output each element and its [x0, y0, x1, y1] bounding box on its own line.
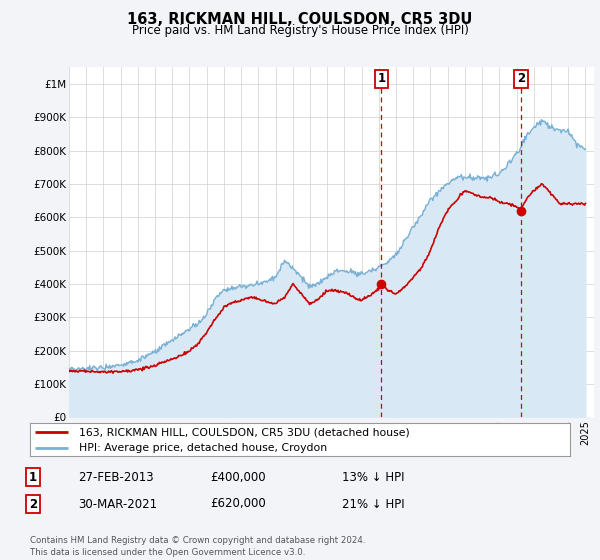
Text: 2: 2 — [29, 497, 37, 511]
Text: Price paid vs. HM Land Registry's House Price Index (HPI): Price paid vs. HM Land Registry's House … — [131, 24, 469, 37]
Text: HPI: Average price, detached house, Croydon: HPI: Average price, detached house, Croy… — [79, 443, 327, 453]
Text: Contains HM Land Registry data © Crown copyright and database right 2024.
This d: Contains HM Land Registry data © Crown c… — [30, 536, 365, 557]
Text: 1: 1 — [29, 470, 37, 484]
Text: £620,000: £620,000 — [210, 497, 266, 511]
Text: 21% ↓ HPI: 21% ↓ HPI — [342, 497, 404, 511]
Text: 163, RICKMAN HILL, COULSDON, CR5 3DU: 163, RICKMAN HILL, COULSDON, CR5 3DU — [127, 12, 473, 27]
Text: 163, RICKMAN HILL, COULSDON, CR5 3DU (detached house): 163, RICKMAN HILL, COULSDON, CR5 3DU (de… — [79, 427, 409, 437]
Text: 1: 1 — [377, 72, 385, 86]
Text: 30-MAR-2021: 30-MAR-2021 — [78, 497, 157, 511]
Text: 13% ↓ HPI: 13% ↓ HPI — [342, 470, 404, 484]
Text: 2: 2 — [517, 72, 525, 86]
Text: £400,000: £400,000 — [210, 470, 266, 484]
Text: 27-FEB-2013: 27-FEB-2013 — [78, 470, 154, 484]
